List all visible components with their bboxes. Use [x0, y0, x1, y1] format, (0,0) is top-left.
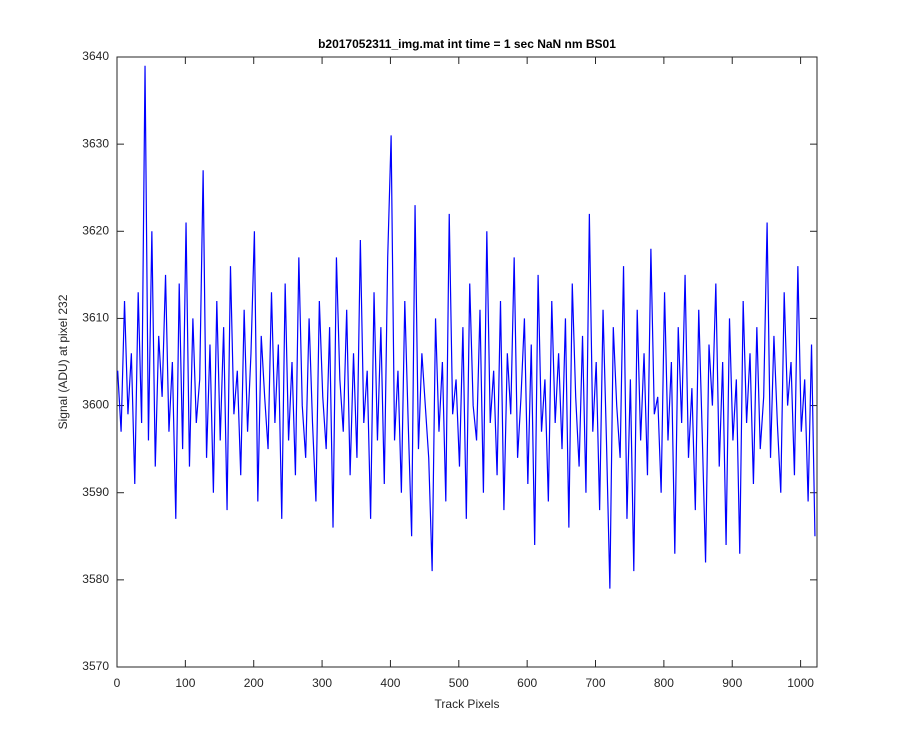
x-axis-label: Track Pixels	[435, 697, 500, 711]
y-tick-label: 3600	[82, 398, 109, 412]
x-tick-label: 700	[586, 676, 606, 690]
y-tick-label: 3610	[82, 311, 109, 325]
x-tick-label: 0	[114, 676, 121, 690]
y-tick-label: 3640	[82, 49, 109, 63]
x-tick-label: 900	[722, 676, 742, 690]
x-tick-label: 800	[654, 676, 674, 690]
y-tick-label: 3630	[82, 136, 109, 150]
y-axis-label: Signal (ADU) at pixel 232	[56, 294, 70, 429]
data-line	[117, 65, 816, 589]
y-tick-label: 3580	[82, 572, 109, 586]
chart-title: b2017052311_img.mat int time = 1 sec NaN…	[318, 37, 616, 51]
x-tick-label: 600	[517, 676, 537, 690]
x-tick-label: 400	[380, 676, 400, 690]
x-tick-label: 300	[312, 676, 332, 690]
x-tick-label: 200	[244, 676, 264, 690]
x-tick-label: 500	[449, 676, 469, 690]
y-tick-label: 3570	[82, 659, 109, 673]
y-tick-label: 3590	[82, 485, 109, 499]
y-tick-label: 3620	[82, 223, 109, 237]
x-tick-label: 100	[175, 676, 195, 690]
x-tick-label: 1000	[787, 676, 814, 690]
